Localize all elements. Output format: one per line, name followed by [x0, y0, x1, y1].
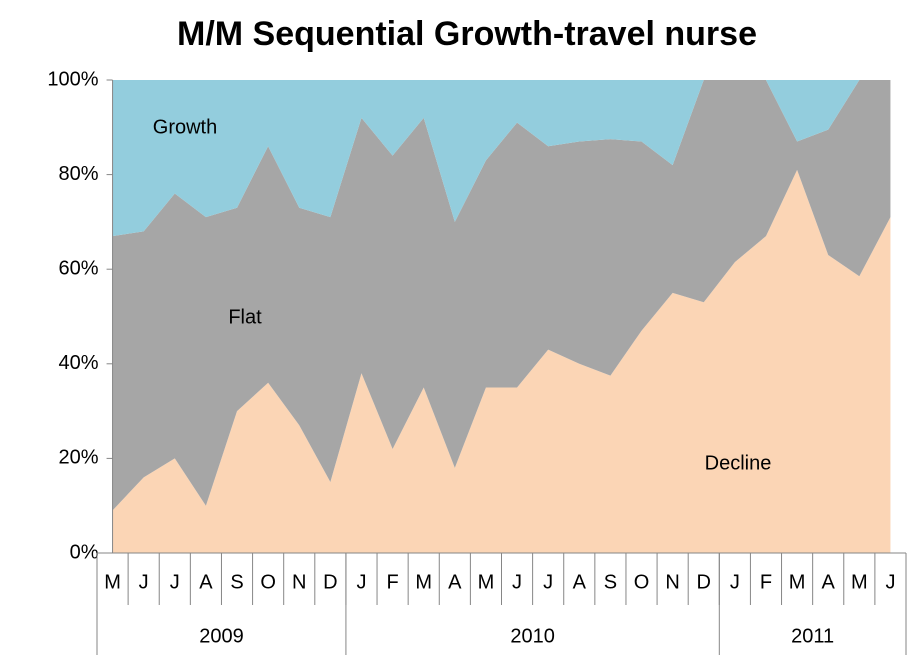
- x-tick-label: O: [634, 571, 650, 593]
- x-tick-label: D: [697, 571, 711, 593]
- x-tick-label: M: [789, 571, 806, 593]
- y-tick-label: 20%: [59, 447, 99, 469]
- x-tick-label: M: [478, 571, 495, 593]
- series-label: Decline: [705, 452, 772, 474]
- x-tick-label: O: [260, 571, 276, 593]
- x-tick-label: A: [448, 571, 462, 593]
- y-tick-label: 80%: [59, 163, 99, 185]
- x-tick-label: M: [851, 571, 868, 593]
- x-tick-label: J: [543, 571, 553, 593]
- chart-title: M/M Sequential Growth-travel nurse: [177, 15, 757, 53]
- y-tick-label: 100%: [47, 68, 98, 90]
- y-tick-label: 40%: [59, 352, 99, 374]
- x-tick-label: S: [230, 571, 243, 593]
- y-tick-label: 60%: [59, 257, 99, 279]
- x-tick-label: J: [170, 571, 180, 593]
- x-tick-label: N: [665, 571, 679, 593]
- year-label: 2011: [791, 625, 834, 647]
- year-label: 2010: [510, 625, 555, 647]
- series-label: Growth: [153, 116, 217, 138]
- x-tick-label: A: [822, 571, 836, 593]
- area: [112, 169, 891, 553]
- x-tick-label: A: [199, 571, 213, 593]
- area: [112, 80, 891, 511]
- series-label: Flat: [228, 306, 262, 328]
- x-tick-label: J: [730, 571, 740, 593]
- x-tick-label: J: [356, 571, 366, 593]
- x-tick-label: F: [760, 571, 772, 593]
- x-tick-label: S: [604, 571, 617, 593]
- x-tick-label: N: [292, 571, 306, 593]
- y-tick-label: 0%: [70, 541, 99, 563]
- x-tick-label: M: [415, 571, 432, 593]
- x-tick-label: J: [885, 571, 895, 593]
- x-tick-label: M: [104, 571, 121, 593]
- x-tick-label: F: [386, 571, 398, 593]
- x-tick-label: A: [573, 571, 587, 593]
- area: [112, 80, 891, 237]
- x-tick-label: J: [139, 571, 149, 593]
- year-label: 2009: [199, 625, 244, 647]
- x-tick-label: J: [512, 571, 522, 593]
- x-tick-label: D: [323, 571, 337, 593]
